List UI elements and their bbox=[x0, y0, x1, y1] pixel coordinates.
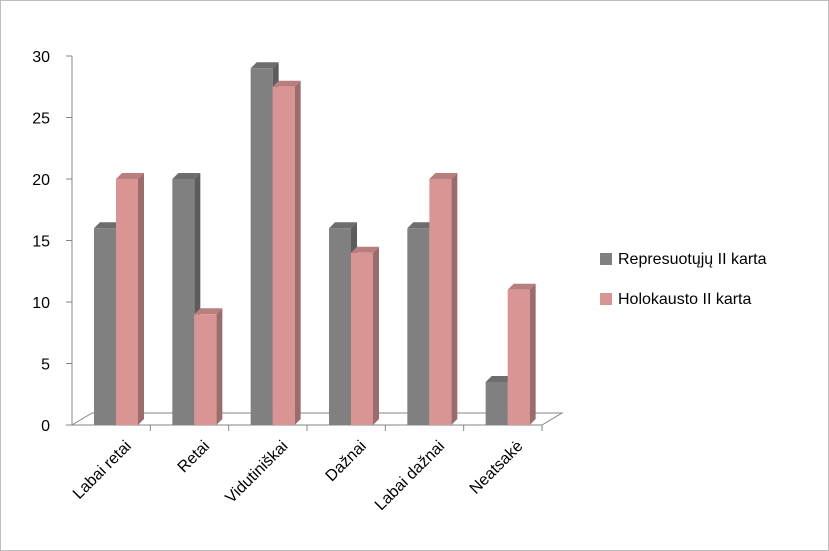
category-label: Labai retai bbox=[70, 438, 135, 503]
legend-label: Represuotųjų II karta bbox=[618, 251, 767, 268]
bar-holokausto-ii-karta-5 bbox=[507, 283, 536, 425]
y-tick-label: 30 bbox=[32, 49, 50, 66]
bars bbox=[94, 62, 536, 426]
bar-holokausto-ii-karta-1 bbox=[194, 308, 223, 425]
category-label: Vidutiniškai bbox=[222, 438, 291, 507]
legend-label: Holokausto II karta bbox=[618, 291, 752, 308]
y-tick-label: 0 bbox=[41, 418, 50, 435]
legend-swatch bbox=[600, 293, 612, 305]
category-label: Labai dažnai bbox=[372, 438, 448, 514]
category-label: Neatsakė bbox=[467, 438, 527, 498]
y-tick-label: 5 bbox=[41, 357, 50, 374]
y-tick-labels: 0 5 10 15 20 25 30 bbox=[32, 49, 72, 435]
bar-holokausto-ii-karta-0 bbox=[116, 173, 144, 425]
category-labels: Labai retai Retai Vidutiniškai Dažnai Labai … bbox=[70, 438, 527, 514]
y-tick-label: 20 bbox=[32, 172, 50, 189]
bar-holokausto-ii-karta-4 bbox=[429, 173, 458, 425]
bar-holokausto-ii-karta-3 bbox=[351, 246, 379, 425]
legend-item: Represuotųjų II karta bbox=[600, 251, 767, 268]
legend-item: Holokausto II karta bbox=[600, 291, 752, 308]
bar-holokausto-ii-karta-2 bbox=[272, 80, 301, 425]
category-label: Retai bbox=[175, 438, 213, 476]
legend: Represuotųjų II karta Holokausto II karta bbox=[600, 251, 767, 308]
y-tick-label: 10 bbox=[32, 295, 50, 312]
y-tick-label: 15 bbox=[32, 234, 50, 251]
y-tick-label: 25 bbox=[32, 111, 50, 128]
legend-swatch bbox=[600, 253, 612, 265]
category-label: Dažnai bbox=[323, 438, 370, 485]
